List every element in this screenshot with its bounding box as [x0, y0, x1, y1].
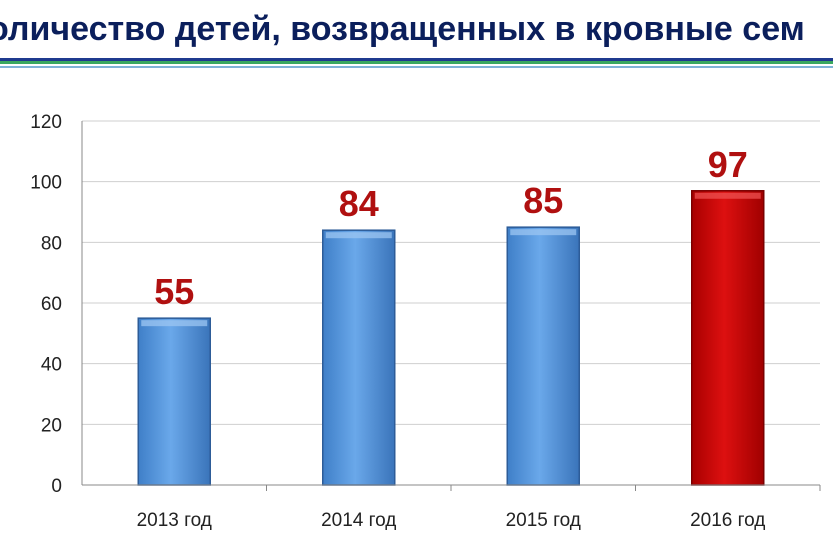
x-tick-label: 2015 год [506, 510, 581, 531]
x-tick-label: 2016 год [690, 510, 765, 531]
y-tick-label: 120 [30, 112, 62, 133]
x-tick-label: 2013 год [137, 510, 212, 531]
bars [137, 190, 765, 486]
bar-highlight-cap [325, 232, 392, 239]
bar-highlight-cap [141, 320, 208, 327]
bar-2016-год [691, 190, 765, 486]
data-label: 85 [523, 180, 563, 221]
bar-2014-год [322, 229, 396, 486]
y-tick-label: 0 [51, 476, 62, 497]
bar-highlight-cap [694, 192, 761, 199]
y-axis-ticks: 0 20 40 60 80 100 120 [30, 112, 62, 497]
bar-2015-год [506, 226, 580, 486]
y-tick-label: 80 [41, 233, 62, 254]
y-tick-label: 20 [41, 415, 62, 436]
title-divider [0, 58, 833, 64]
data-label: 97 [708, 144, 748, 185]
y-tick-label: 100 [30, 173, 62, 194]
x-axis-ticks: 2013 год 2014 год 2015 год 2016 год [137, 485, 821, 531]
data-label: 55 [154, 271, 194, 312]
chart-title: оличество детей, возвращенных в кровные … [0, 10, 805, 48]
y-tick-label: 60 [41, 294, 62, 315]
data-label: 84 [339, 183, 379, 224]
bar-2013-год [137, 317, 211, 486]
x-tick-label: 2014 год [321, 510, 396, 531]
data-labels: 55 84 85 97 [154, 144, 748, 312]
bar-highlight-cap [510, 229, 577, 236]
title-divider-thin [0, 66, 833, 68]
y-tick-label: 40 [41, 355, 62, 376]
